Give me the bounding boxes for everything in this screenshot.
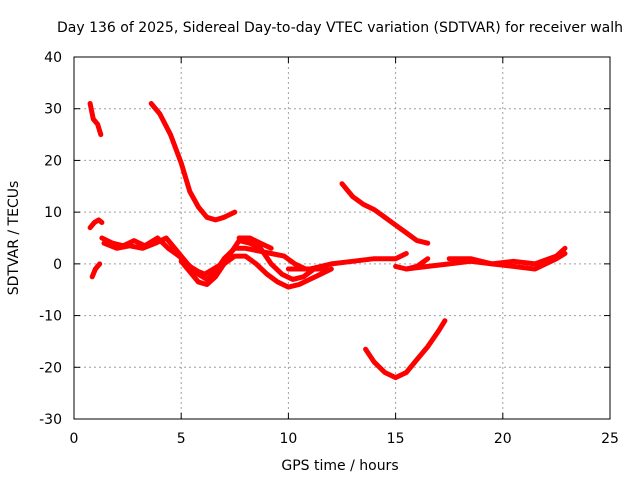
- y-tick-label: -30: [39, 412, 62, 428]
- chart-title: Day 136 of 2025, Sidereal Day-to-day VTE…: [57, 20, 623, 36]
- series-line-arc-7: [178, 253, 334, 290]
- x-axis-label: GPS time / hours: [281, 458, 398, 474]
- x-tick-label: 5: [177, 431, 186, 447]
- x-tick-label: 10: [279, 431, 297, 447]
- x-tick-label: 20: [494, 431, 512, 447]
- series-line-arc-6: [99, 235, 317, 282]
- y-tick-label: 10: [44, 205, 62, 221]
- y-tick-label: 30: [44, 102, 62, 118]
- y-tick-label: -10: [39, 309, 62, 325]
- y-tick-label: 20: [44, 153, 62, 169]
- series-line-arc-10: [339, 181, 431, 246]
- series-line-arc-8: [236, 235, 274, 251]
- x-tick-label: 15: [387, 431, 405, 447]
- y-axis-label: SDTVAR / TECUs: [6, 181, 22, 296]
- series-line-arc-14: [446, 245, 568, 267]
- data-series-group: [87, 101, 568, 381]
- plot-frame: [73, 56, 611, 420]
- y-tick-label: 40: [44, 50, 62, 66]
- series-line-arc-4: [148, 101, 238, 223]
- series-line-arc-2: [87, 217, 105, 231]
- x-tick-label: 25: [601, 431, 619, 447]
- x-tick-label: 0: [70, 431, 79, 447]
- series-line-arc-3: [89, 261, 103, 280]
- series-line-arc-11: [363, 318, 448, 381]
- axis-ticks: [73, 56, 611, 420]
- series-line-arc-1: [87, 101, 104, 138]
- series-line-arc-9: [285, 251, 409, 272]
- y-tick-label: -20: [39, 360, 62, 376]
- series-line-arc-13: [403, 251, 568, 272]
- y-tick-labels: -30 -20 -10 0 10 20 30 40: [39, 50, 62, 428]
- x-tick-labels: 0 5 10 15 20 25: [70, 431, 619, 447]
- y-tick-label: 0: [53, 257, 62, 273]
